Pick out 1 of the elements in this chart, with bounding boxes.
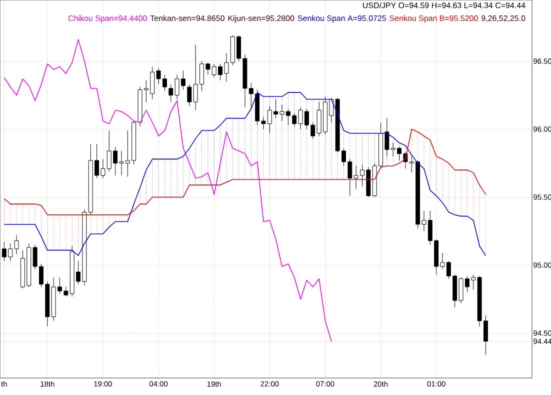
candlestick xyxy=(187,84,192,106)
